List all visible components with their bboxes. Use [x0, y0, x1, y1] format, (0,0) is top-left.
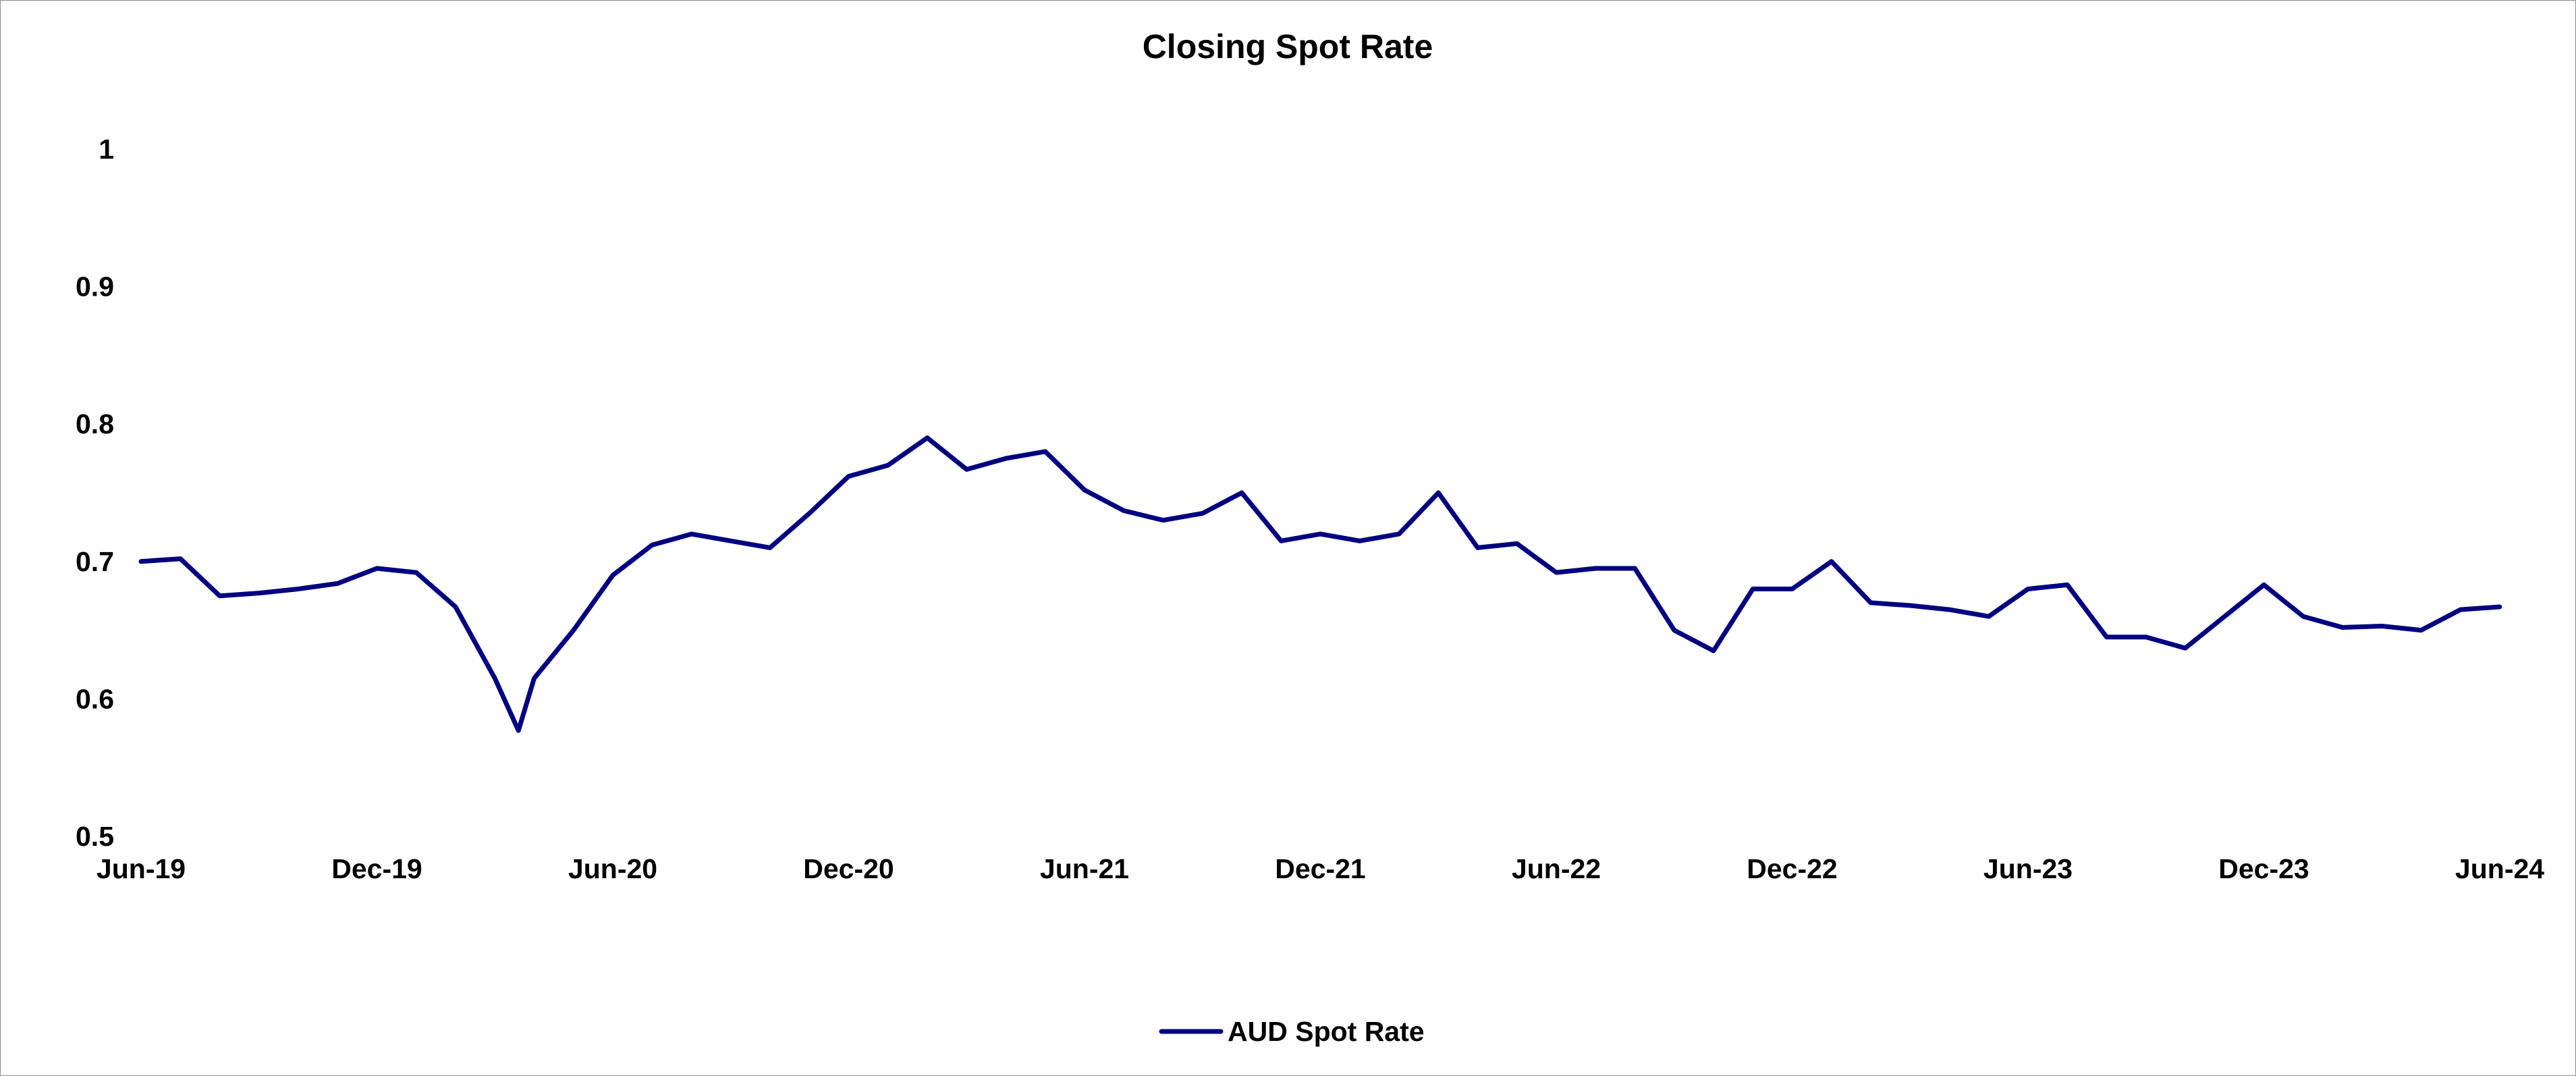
- data-point: [2340, 625, 2345, 630]
- x-tick-label: Jun-22: [1512, 853, 1601, 884]
- data-point: [256, 591, 261, 595]
- data-point: [1514, 541, 1519, 546]
- data-point: [885, 463, 890, 468]
- data-point: [1790, 587, 1794, 591]
- y-tick-label: 0.5: [76, 821, 114, 852]
- data-point: [1829, 559, 1834, 564]
- data-point: [1633, 566, 1637, 570]
- data-point: [2262, 583, 2266, 587]
- data-point: [571, 628, 576, 633]
- data-point: [1279, 539, 1284, 543]
- data-point: [1043, 449, 1047, 454]
- x-tick-label: Dec-19: [331, 853, 422, 884]
- y-tick-label: 0.7: [76, 546, 114, 577]
- data-point: [611, 573, 615, 578]
- data-point: [217, 593, 222, 598]
- data-point: [493, 676, 497, 680]
- data-point: [1947, 608, 1952, 612]
- x-tick-label: Jun-21: [1040, 853, 1129, 884]
- data-point: [689, 532, 694, 537]
- data-point: [1318, 532, 1323, 537]
- chart-title: Closing Spot Rate: [1143, 28, 1433, 65]
- data-point: [964, 467, 969, 472]
- data-point: [414, 570, 418, 575]
- data-point: [1593, 566, 1598, 570]
- data-point: [728, 539, 733, 543]
- data-point: [2380, 624, 2384, 628]
- data-point: [1161, 518, 1166, 522]
- data-point: [296, 587, 300, 591]
- data-point: [807, 511, 812, 516]
- series-line-aud-spot-rate: [138, 435, 2502, 733]
- data-point: [1475, 545, 1480, 550]
- x-tick-label: Jun-20: [568, 853, 657, 884]
- data-point: [1711, 649, 1716, 653]
- data-point: [516, 728, 521, 733]
- data-point: [2419, 628, 2423, 633]
- data-point: [2183, 646, 2187, 651]
- data-point: [2065, 583, 2070, 587]
- data-point: [846, 474, 851, 479]
- data-point: [2222, 614, 2227, 619]
- y-tick-label: 0.8: [76, 408, 114, 439]
- data-point: [1240, 491, 1244, 495]
- x-tick-label: Jun-24: [2455, 853, 2544, 884]
- data-point: [1436, 491, 1441, 495]
- y-tick-label: 0.6: [76, 683, 114, 714]
- data-point: [1908, 603, 1913, 608]
- data-point: [1083, 487, 1087, 492]
- data-point: [650, 543, 655, 547]
- data-point: [1751, 587, 1755, 591]
- data-point: [532, 676, 537, 680]
- y-tick-label: 1: [99, 134, 114, 165]
- data-point: [1672, 628, 1676, 633]
- data-point: [2143, 635, 2148, 639]
- x-axis-tick-labels: Jun-19 Dec-19 Jun-20 Dec-20 Jun-21 Dec-21 Jun-…: [97, 853, 2544, 884]
- legend-label: AUD Spot Rate: [1228, 1016, 1425, 1047]
- x-tick-label: Dec-22: [1747, 853, 1837, 884]
- data-point: [1357, 539, 1362, 543]
- data-point: [1397, 532, 1401, 537]
- data-point: [2301, 614, 2305, 619]
- x-tick-label: Dec-21: [1275, 853, 1365, 884]
- x-tick-label: Jun-19: [97, 853, 186, 884]
- data-point: [375, 566, 379, 570]
- data-point: [1004, 456, 1008, 461]
- x-tick-label: Jun-23: [1983, 853, 2073, 884]
- data-point: [178, 556, 183, 561]
- data-point: [925, 435, 929, 440]
- data-point: [2498, 605, 2502, 609]
- y-axis-tick-labels: 0.5 0.6 0.7 0.8 0.9 1: [76, 134, 114, 852]
- data-point: [335, 581, 340, 586]
- data-point: [1554, 570, 1558, 575]
- data-point: [1122, 508, 1126, 513]
- data-point: [454, 605, 458, 609]
- data-point: [2026, 587, 2030, 591]
- y-tick-label: 0.9: [76, 271, 114, 302]
- data-point: [768, 545, 772, 550]
- data-point: [139, 559, 143, 564]
- data-point: [1986, 614, 1991, 619]
- legend: AUD Spot Rate: [1159, 1016, 1425, 1047]
- x-tick-label: Dec-23: [2218, 853, 2309, 884]
- data-point: [2458, 608, 2463, 612]
- x-tick-label: Dec-20: [803, 853, 894, 884]
- data-point: [1869, 600, 1873, 605]
- data-point: [2104, 635, 2109, 639]
- data-point: [1200, 511, 1205, 516]
- series-points: [139, 435, 2502, 733]
